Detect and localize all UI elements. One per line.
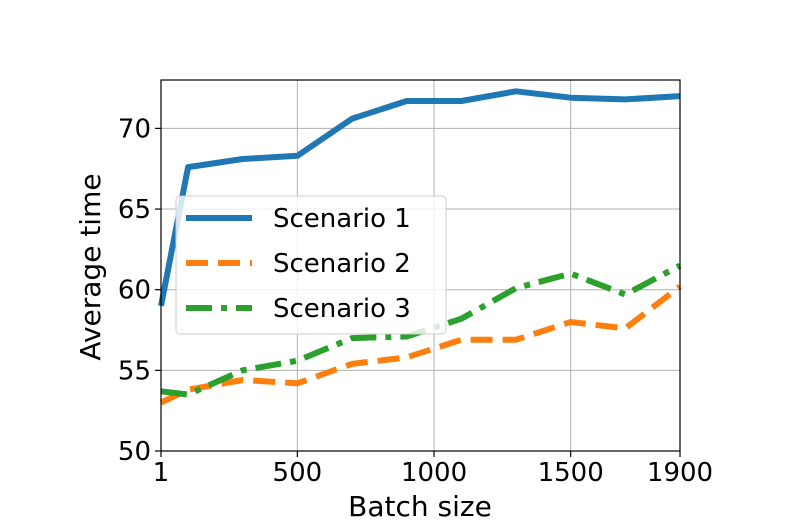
series-line-3 (160, 262, 682, 398)
x-tick-label: 500 (273, 458, 323, 488)
x-tick-label: 1 (153, 458, 170, 488)
y-tick-label: 60 (118, 276, 151, 306)
y-tick-label: 55 (118, 356, 151, 386)
y-tick-label: 50 (118, 437, 151, 467)
legend-box (175, 195, 447, 335)
series-lines (158, 88, 682, 406)
legend-label-1: Scenario 1 (273, 204, 411, 234)
x-tick-label: 1500 (538, 458, 604, 488)
series-line-2 (159, 284, 682, 406)
y-axis-title: Average time (74, 173, 107, 360)
axes (155, 79, 681, 457)
y-tick-label: 70 (118, 114, 151, 144)
x-axis-title: Batch size (348, 490, 492, 523)
y-tick-label: 65 (118, 195, 151, 225)
legend-label-2: Scenario 2 (273, 249, 411, 279)
x-tick-label: 1900 (647, 458, 713, 488)
plot-frame (160, 79, 681, 452)
legend: Scenario 1 Scenario 2 Scenario 3 (175, 195, 447, 335)
x-tick-label: 1000 (401, 458, 467, 488)
series-line-1 (158, 88, 681, 307)
legend-label-3: Scenario 3 (273, 294, 411, 324)
